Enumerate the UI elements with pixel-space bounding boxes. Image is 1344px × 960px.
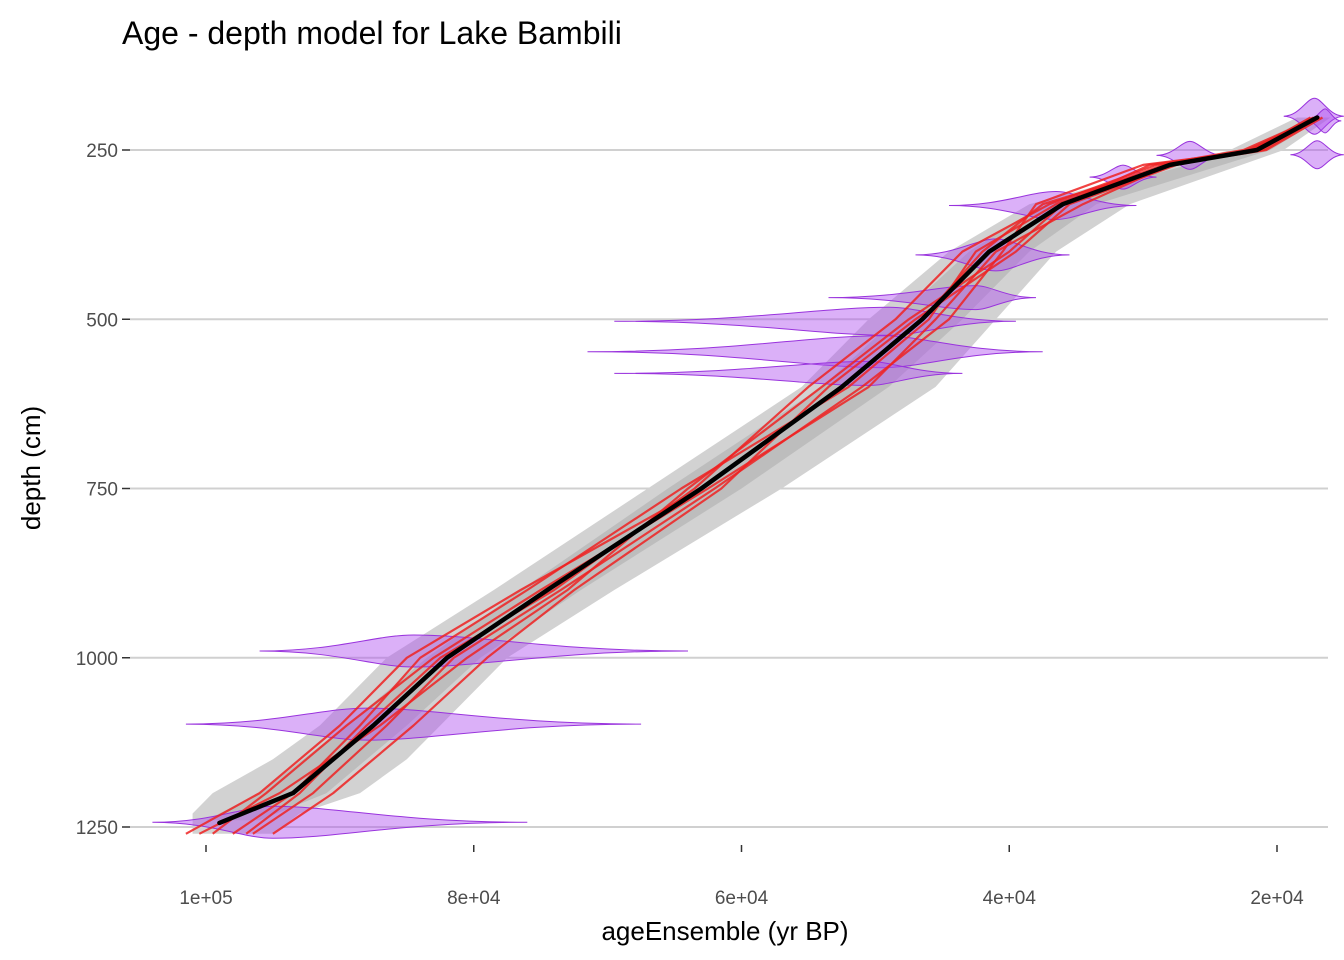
median-line-group	[217, 115, 1320, 826]
x-tick-label-1e+05: 1e+05	[179, 888, 232, 909]
ensemble-members	[185, 116, 1324, 835]
y-tick-label-1000: 1000	[76, 649, 118, 670]
x-tick-label-8e+04: 8e+04	[447, 888, 501, 909]
ensemble-line-1	[232, 116, 1315, 835]
date-distribution-10	[587, 335, 1043, 369]
y-tick-label-500: 500	[86, 310, 118, 331]
date-distribution-2	[1306, 108, 1342, 134]
axis-ticks: 1e+05 8e+04 6e+04 4e+04 2e+04 250 500 750 1000 12…	[76, 141, 1304, 909]
chart-title: Age - depth model for Lake Bambili	[122, 15, 622, 51]
date-distribution-12	[259, 634, 689, 668]
date-distribution-3	[1290, 140, 1344, 170]
x-axis-title: ageEnsemble (yr BP)	[601, 916, 848, 946]
ensemble-line-6	[198, 116, 1314, 835]
median-line	[217, 115, 1320, 826]
y-tick-label-250: 250	[86, 141, 118, 162]
x-tick-label-4e+04: 4e+04	[983, 888, 1037, 909]
y-axis-title: depth (cm)	[16, 406, 46, 530]
y-tick-label-1250: 1250	[76, 818, 118, 839]
x-tick-label-2e+04: 2e+04	[1250, 888, 1304, 909]
x-tick-label-6e+04: 6e+04	[715, 888, 769, 909]
ensemble-line-2	[252, 116, 1321, 835]
y-tick-label-750: 750	[86, 480, 118, 501]
